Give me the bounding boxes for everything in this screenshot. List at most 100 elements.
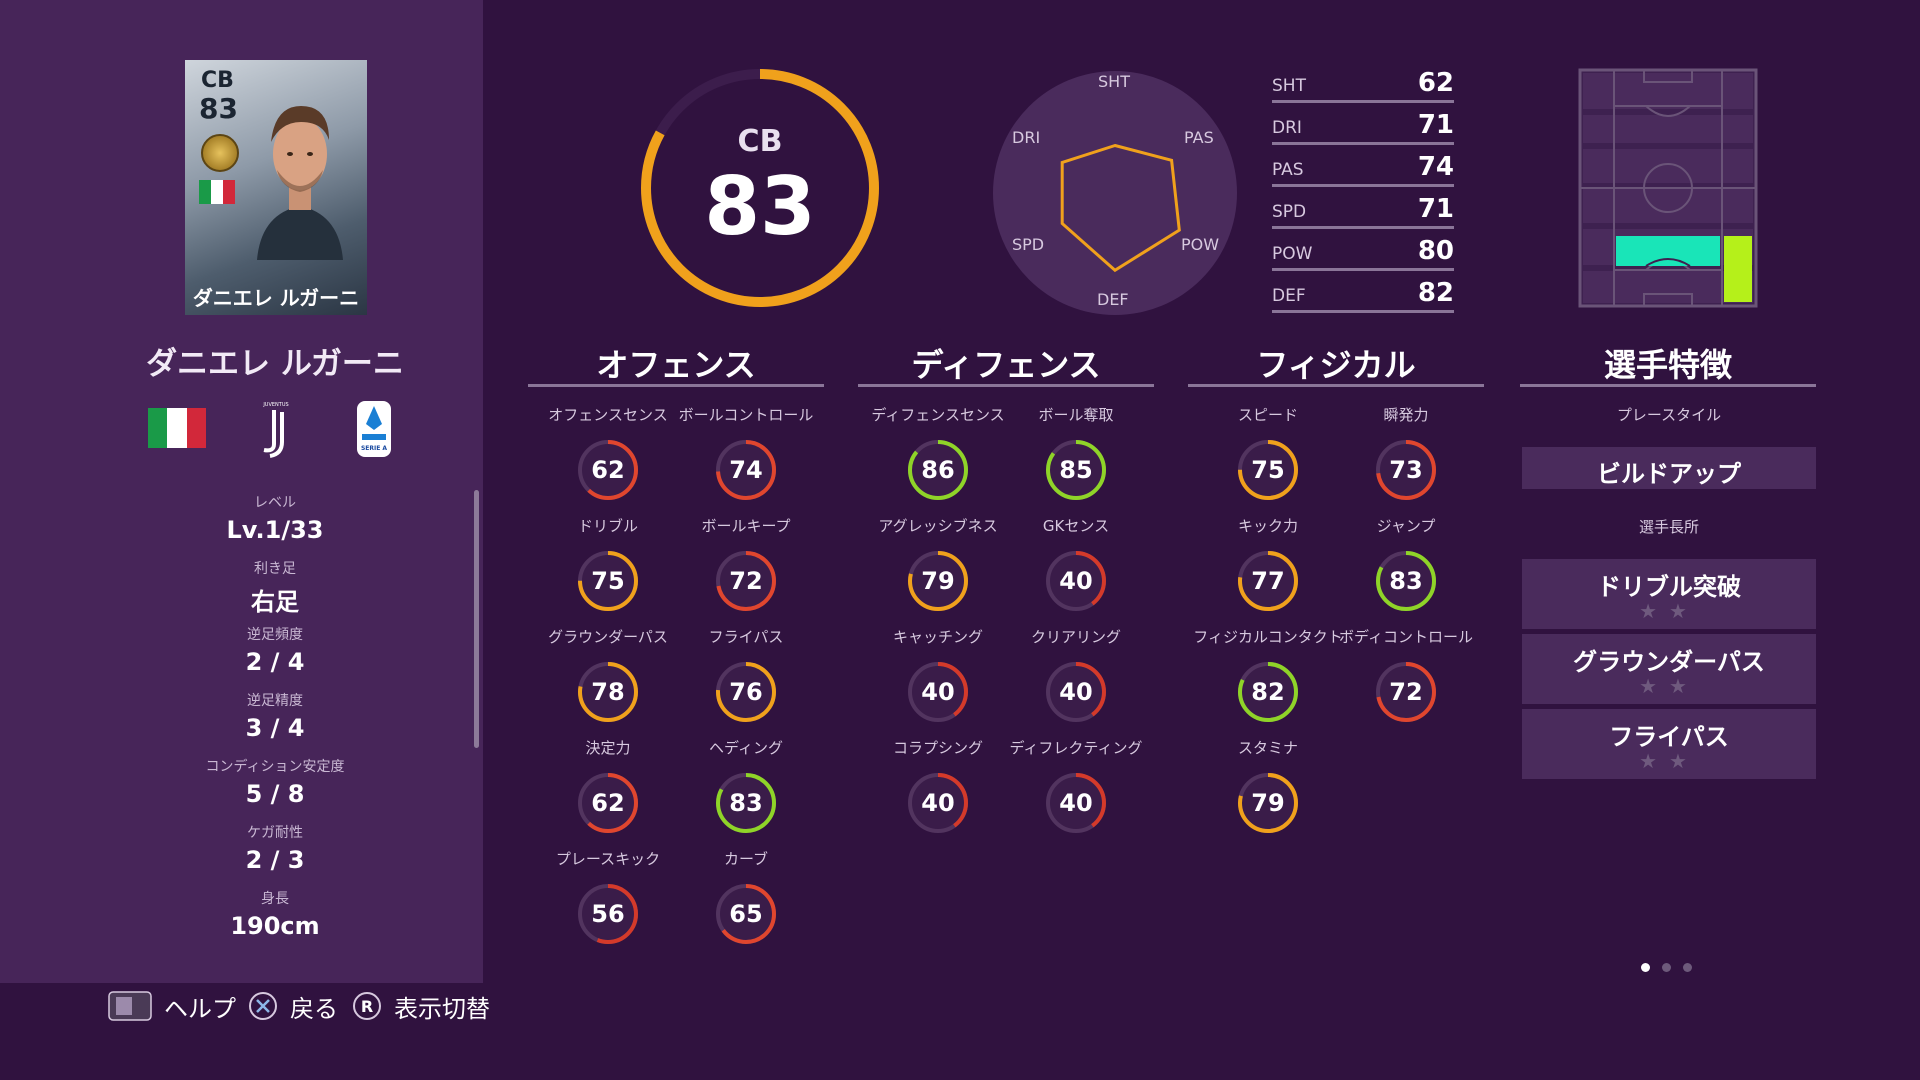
stat-value: 83 [1389, 567, 1423, 595]
stat-label: プレースキック [555, 850, 661, 868]
info-label: レベル [254, 495, 296, 511]
stat-value: 62 [591, 789, 625, 817]
info-value: 2 / 4 [245, 648, 305, 676]
player-portrait-icon [257, 106, 343, 260]
page-dot [1683, 963, 1692, 972]
stat-bar-line [1272, 184, 1454, 187]
stat-label: スピード [1237, 406, 1298, 424]
card-rank-badge-icon [201, 134, 239, 172]
section-divider [528, 384, 824, 387]
stat-ring [716, 662, 776, 722]
stat-label: GKセンス [1042, 517, 1110, 535]
stat-label: ディフレクティング [1009, 739, 1143, 757]
stat-label: ボール奪取 [1038, 406, 1114, 424]
stat-bar-label: SPD [1272, 202, 1307, 222]
league-logo-icon: SERIE A [357, 401, 391, 457]
stat-bar-value: 82 [1417, 278, 1454, 308]
stat-ring-arc [1046, 773, 1106, 833]
club-logo-icon: JUVENTUS [262, 402, 289, 458]
stat-value: 56 [591, 900, 625, 928]
stat-ring [1376, 662, 1436, 722]
stat-ring [908, 773, 968, 833]
skill-name: フライパス [1609, 723, 1729, 751]
stat-label: キック力 [1237, 517, 1298, 535]
stat-ring [1376, 551, 1436, 611]
radar-label-pow: POW [1181, 235, 1220, 254]
stat-ring-arc [1046, 662, 1106, 722]
stat-ring-arc [1238, 662, 1298, 722]
stat-ring [1046, 551, 1106, 611]
back-hint[interactable]: 戻る [248, 988, 338, 1024]
stat-ring-arc [1376, 551, 1436, 611]
skill-card[interactable]: グラウンダーパス ★★ [1522, 634, 1816, 704]
page-dot-active [1641, 963, 1650, 972]
overall-value: 83 [704, 160, 816, 253]
stat-bar-line [1272, 268, 1454, 271]
info-label: 逆足頻度 [247, 627, 303, 643]
section-title-defense: ディフェンス [911, 346, 1101, 384]
stat-label: ヘディング [709, 739, 783, 757]
stat-bar-label: PAS [1272, 160, 1304, 180]
help-label: ヘルプ [164, 994, 236, 1023]
radar-label-pas: PAS [1184, 128, 1214, 147]
info-value: 3 / 4 [245, 714, 305, 742]
stat-bar-label: SHT [1272, 76, 1306, 96]
section-title-offense: オフェンス [596, 346, 756, 384]
stat-label: アグレッシブネス [878, 517, 998, 535]
info-label: 逆足精度 [247, 693, 303, 709]
help-hint[interactable]: ヘルプ [108, 988, 236, 1024]
stat-label: ボディコントロール [1339, 628, 1473, 646]
card-overall: 83 [199, 92, 238, 125]
stat-value: 74 [729, 456, 763, 484]
overall-rating-ring [641, 69, 879, 307]
position-highlight-side [1724, 236, 1752, 302]
stat-value: 79 [1251, 789, 1285, 817]
stat-value: 40 [921, 678, 955, 706]
stat-value: 62 [591, 456, 625, 484]
stat-ring [578, 662, 638, 722]
stat-value: 83 [729, 789, 763, 817]
stat-value: 73 [1389, 456, 1423, 484]
stat-ring-arc [578, 440, 638, 500]
info-value: 190cm [230, 912, 320, 940]
skill-stars-icon: ★★ [1639, 749, 1699, 773]
info-value: Lv.1/33 [226, 516, 324, 544]
radar-label-def: DEF [1097, 290, 1129, 309]
stat-label: コラプシング [892, 739, 983, 757]
stat-value: 79 [921, 567, 955, 595]
playstyle-box[interactable]: ビルドアップ [1522, 447, 1816, 489]
skill-card[interactable]: ドリブル突破 ★★ [1522, 559, 1816, 629]
stat-value: 77 [1251, 567, 1285, 595]
scrollbar[interactable] [474, 490, 479, 748]
stat-bar-line [1272, 142, 1454, 145]
skills-label: 選手長所 [1638, 518, 1699, 536]
stat-bar-value: 74 [1417, 152, 1454, 182]
stat-ring [908, 440, 968, 500]
stat-label: 瞬発力 [1383, 406, 1429, 424]
stat-ring [578, 773, 638, 833]
stat-value: 86 [921, 456, 955, 484]
skill-card[interactable]: フライパス ★★ [1522, 709, 1816, 779]
radar-label-spd: SPD [1012, 235, 1045, 254]
card-position: CB [201, 68, 234, 93]
toggle-view-hint[interactable]: R 表示切替 [352, 988, 490, 1024]
info-label: 利き足 [254, 561, 296, 577]
stat-ring [1046, 440, 1106, 500]
stat-ring-arc [716, 440, 776, 500]
stat-bar-value: 71 [1417, 194, 1454, 224]
playstyle-label: プレースタイル [1616, 406, 1722, 424]
stat-label: クリアリング [1030, 628, 1121, 646]
stat-value: 75 [591, 567, 625, 595]
section-title-features: 選手特徴 [1603, 346, 1732, 384]
info-label: ケガ耐性 [247, 825, 303, 841]
nationality-flag-icon [148, 408, 206, 448]
stat-ring [908, 662, 968, 722]
stat-bar-label: POW [1272, 244, 1313, 264]
stat-value: 65 [729, 900, 763, 928]
ability-radar-chart [993, 71, 1237, 315]
stat-value: 85 [1059, 456, 1093, 484]
stat-label: 決定力 [585, 739, 631, 757]
radar-label-sht: SHT [1098, 72, 1130, 91]
section-title-physical: フィジカル [1256, 346, 1416, 384]
overall-position: CB [737, 124, 783, 159]
